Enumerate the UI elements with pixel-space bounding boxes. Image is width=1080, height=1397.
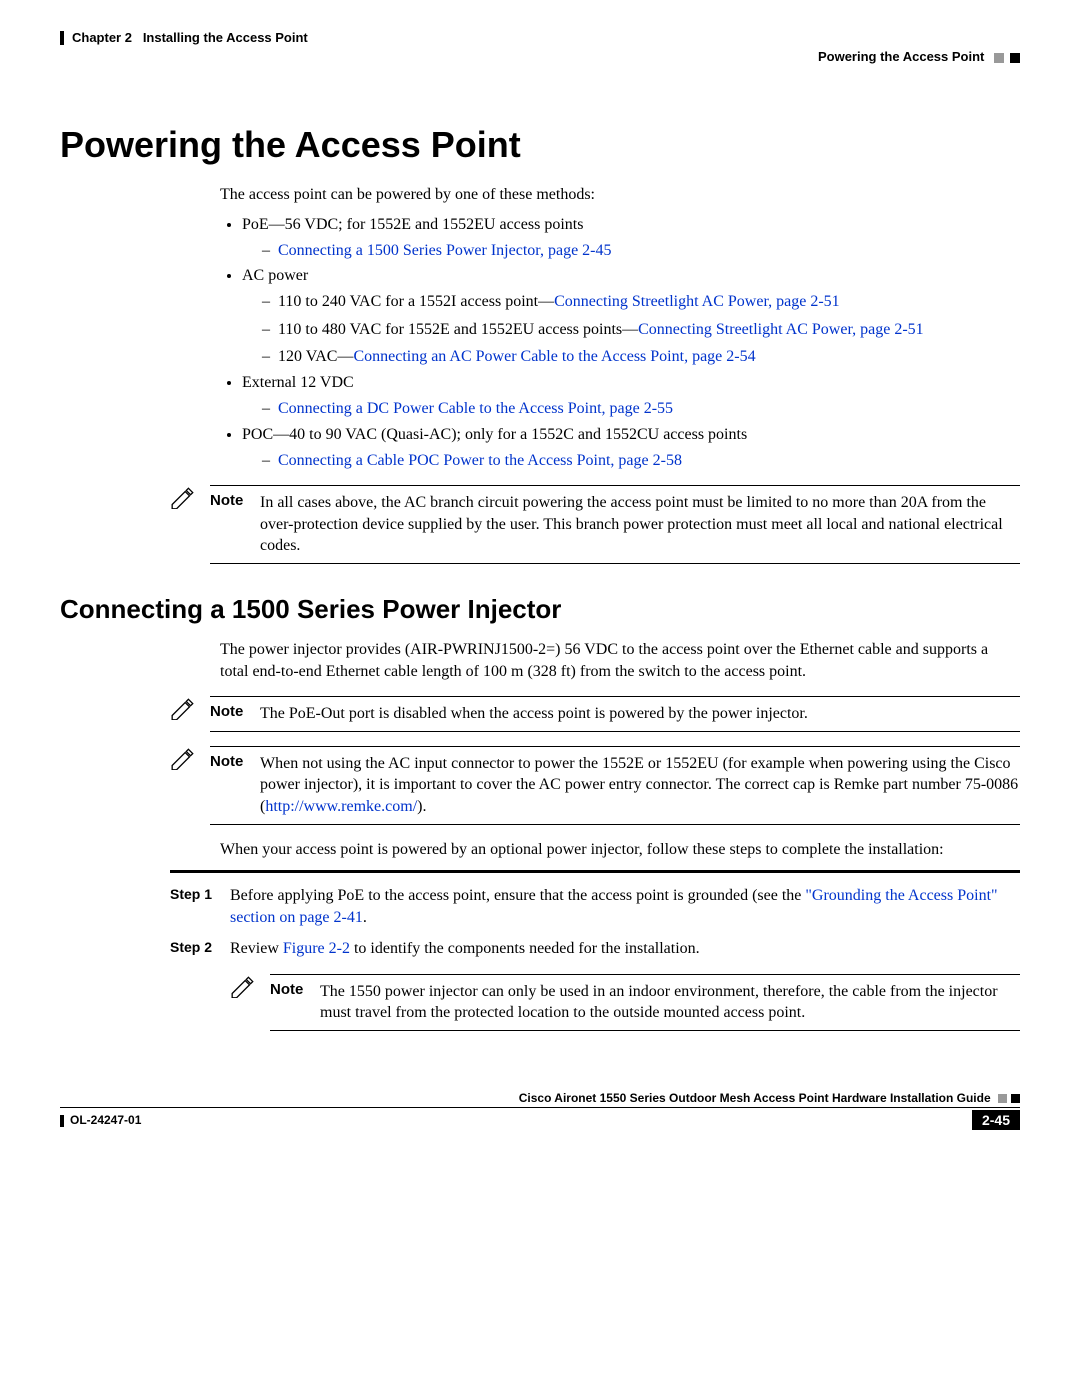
chapter-title: Installing the Access Point (143, 30, 308, 45)
footer-docnum: OL-24247-01 (70, 1113, 141, 1127)
link-injector[interactable]: Connecting a 1500 Series Power Injector,… (278, 242, 612, 259)
link-poc[interactable]: Connecting a Cable POC Power to the Acce… (278, 452, 682, 469)
pencil-icon (170, 485, 210, 514)
bullet-poe: PoE—56 VDC; for 1552E and 1552EU access … (242, 216, 583, 233)
note-branch-circuit: Note In all cases above, the AC branch c… (170, 485, 1020, 564)
ac-120: 120 VAC— (278, 348, 353, 365)
bullet-poc: POC—40 to 90 VAC (Quasi-AC); only for a … (242, 426, 747, 443)
bullet-ac: AC power (242, 267, 308, 284)
link-dc-cable[interactable]: Connecting a DC Power Cable to the Acces… (278, 400, 673, 417)
link-streetlight-1[interactable]: Connecting Streetlight AC Power, page 2-… (554, 293, 840, 310)
intro-block: The access point can be powered by one o… (220, 184, 1020, 471)
note-text: The PoE-Out port is disabled when the ac… (260, 703, 1020, 725)
ac-110-480: 110 to 480 VAC for 1552E and 1552EU acce… (278, 321, 638, 338)
note-text: In all cases above, the AC branch circui… (260, 492, 1020, 557)
note-indoor: Note The 1550 power injector can only be… (230, 974, 1020, 1031)
chapter-label: Chapter 2 (72, 30, 132, 45)
pencil-icon (170, 746, 210, 775)
page-number: 2-45 (972, 1110, 1020, 1130)
pencil-icon (170, 696, 210, 725)
bullet-dc: External 12 VDC (242, 374, 354, 391)
footer-guide: Cisco Aironet 1550 Series Outdoor Mesh A… (519, 1091, 991, 1105)
page-footer: Cisco Aironet 1550 Series Outdoor Mesh A… (60, 1091, 1020, 1130)
section-title: Powering the Access Point (818, 49, 984, 64)
note-label: Note (210, 703, 260, 725)
steps-block: Step 1 Before applying PoE to the access… (170, 870, 1020, 1031)
intro-text: The access point can be powered by one o… (220, 184, 1020, 206)
note-text: When not using the AC input connector to… (260, 753, 1020, 818)
note-label: Note (210, 492, 260, 557)
step-label: Step 2 (170, 938, 230, 960)
note-remke: Note When not using the AC input connect… (170, 746, 1020, 825)
step-1: Step 1 Before applying PoE to the access… (170, 885, 1020, 928)
note-poe-out: Note The PoE-Out port is disabled when t… (170, 696, 1020, 732)
note-label: Note (270, 981, 320, 1024)
document-page: Chapter 2 Installing the Access Point Po… (0, 0, 1080, 1150)
heading-1: Powering the Access Point (60, 124, 1020, 166)
header-chapter: Chapter 2 Installing the Access Point (60, 30, 1020, 45)
injector-desc: The power injector provides (AIR-PWRINJ1… (220, 639, 1020, 682)
link-figure[interactable]: Figure 2-2 (283, 940, 350, 957)
step-label: Step 1 (170, 885, 230, 928)
step-2: Step 2 Review Figure 2-2 to identify the… (170, 938, 1020, 960)
ac-110-240: 110 to 240 VAC for a 1552I access point— (278, 293, 554, 310)
pencil-icon (230, 974, 270, 1003)
note-text: The 1550 power injector can only be used… (320, 981, 1020, 1024)
link-ac-cable[interactable]: Connecting an AC Power Cable to the Acce… (353, 348, 755, 365)
link-remke[interactable]: http://www.remke.com/ (265, 798, 417, 815)
page-header: Chapter 2 Installing the Access Point Po… (60, 30, 1020, 64)
header-section: Powering the Access Point (60, 49, 1020, 64)
steps-intro: When your access point is powered by an … (220, 839, 1020, 861)
method-list: PoE—56 VDC; for 1552E and 1552EU access … (220, 216, 1020, 472)
heading-2: Connecting a 1500 Series Power Injector (60, 594, 1020, 625)
link-streetlight-2[interactable]: Connecting Streetlight AC Power, page 2-… (638, 321, 924, 338)
note-label: Note (210, 753, 260, 818)
